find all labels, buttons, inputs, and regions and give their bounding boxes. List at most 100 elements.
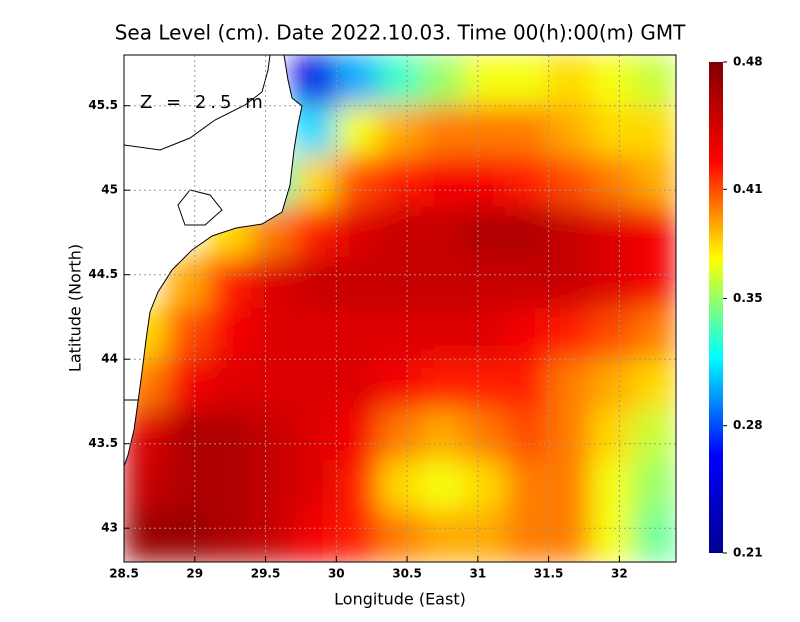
heat-cell [293, 510, 337, 562]
colorbar-tick-label: 0.35 [733, 291, 763, 305]
heat-cell [633, 206, 676, 259]
heat-cell [124, 460, 167, 512]
heat-cell [463, 510, 507, 562]
coastline [177, 189, 223, 226]
heat-cell [633, 358, 676, 411]
x-tick-label: 32 [611, 567, 628, 581]
heat-cell [590, 308, 635, 360]
heat-cell [590, 155, 635, 208]
heat-cell [633, 155, 676, 208]
heat-cell [548, 510, 592, 562]
heat-cell [165, 510, 210, 562]
heat-cell [590, 257, 635, 309]
heat-cell [378, 358, 422, 411]
heat-cell [378, 460, 422, 512]
heat-cell [335, 155, 380, 208]
heat-cell [463, 55, 507, 107]
x-tick-label: 31 [469, 567, 486, 581]
heat-cell [250, 510, 295, 562]
heat-cell [335, 206, 380, 259]
colorbar-tick-label: 0.48 [733, 55, 763, 69]
heat-cell [633, 510, 676, 562]
x-tick-label: 30 [328, 567, 345, 581]
heat-cell [548, 206, 592, 259]
heat-cell [420, 155, 465, 208]
x-tick-label: 30.5 [392, 567, 422, 581]
heat-cell [505, 257, 550, 309]
heat-cell [165, 358, 210, 411]
y-tick-label: 45.5 [88, 98, 118, 112]
heat-cell [293, 257, 337, 309]
heat-cell [633, 409, 676, 462]
heat-cell [548, 358, 592, 411]
colorbar-tick-label: 0.28 [733, 418, 763, 432]
heat-cell [590, 409, 635, 462]
heat-cell [548, 460, 592, 512]
annotation: Z = 2.5 m [140, 92, 267, 113]
heat-cell [505, 460, 550, 512]
heat-cell [250, 308, 295, 360]
heat-cell [208, 308, 252, 360]
heat-cell [293, 55, 337, 107]
heat-cell [420, 409, 465, 462]
colorbar-tick-label: 0.41 [733, 182, 763, 196]
heat-cell [165, 409, 210, 462]
heat-cell [463, 358, 507, 411]
heat-cell [250, 460, 295, 512]
heat-cell [378, 308, 422, 360]
heat-cell [633, 105, 676, 157]
heat-cell [548, 308, 592, 360]
heat-cell [293, 206, 337, 259]
heat-cell [463, 257, 507, 309]
colorbar-tick-label: 0.21 [733, 546, 763, 560]
heat-cell [293, 358, 337, 411]
heat-cell [590, 358, 635, 411]
heat-cell [420, 206, 465, 259]
colorbar [709, 62, 723, 553]
plot-frame [123, 54, 677, 563]
heat-cell [505, 358, 550, 411]
heat-cell [420, 510, 465, 562]
heat-cell [548, 409, 592, 462]
heat-cell [250, 358, 295, 411]
heat-cell [505, 155, 550, 208]
heat-cell [590, 510, 635, 562]
heat-cell [165, 308, 210, 360]
heat-cell [208, 257, 252, 309]
y-tick-label: 44.5 [88, 267, 118, 281]
y-tick-label: 43.5 [88, 436, 118, 450]
heat-cell [505, 55, 550, 107]
y-tick-label: 44 [101, 352, 118, 366]
heat-cell [548, 105, 592, 157]
chart-title: Sea Level (cm). Date 2022.10.03. Time 00… [115, 21, 686, 45]
heat-cell [590, 460, 635, 512]
heat-cell [590, 55, 635, 107]
heat-cell [335, 55, 380, 107]
heat-cell [420, 105, 465, 157]
heat-cell [420, 460, 465, 512]
heat-cell [548, 55, 592, 107]
heat-cell [293, 460, 337, 512]
heat-cell [505, 409, 550, 462]
heat-cell [293, 155, 337, 208]
heat-cell [378, 55, 422, 107]
heat-cell [505, 510, 550, 562]
y-tick-label: 43 [101, 521, 118, 535]
y-tick-label: 45 [101, 183, 118, 197]
heat-cell [420, 358, 465, 411]
field [124, 55, 676, 562]
heat-cell [208, 409, 252, 462]
heat-cell [378, 409, 422, 462]
heat-cell [335, 308, 380, 360]
x-tick-label: 28.5 [109, 567, 139, 581]
heat-cell [250, 409, 295, 462]
heat-cell [250, 257, 295, 309]
heat-cell [590, 206, 635, 259]
heat-cell [293, 308, 337, 360]
heat-cell [378, 206, 422, 259]
heat-cell [633, 460, 676, 512]
heat-cell [208, 510, 252, 562]
heat-cell [633, 308, 676, 360]
heat-cell [208, 460, 252, 512]
heat-cell [548, 155, 592, 208]
